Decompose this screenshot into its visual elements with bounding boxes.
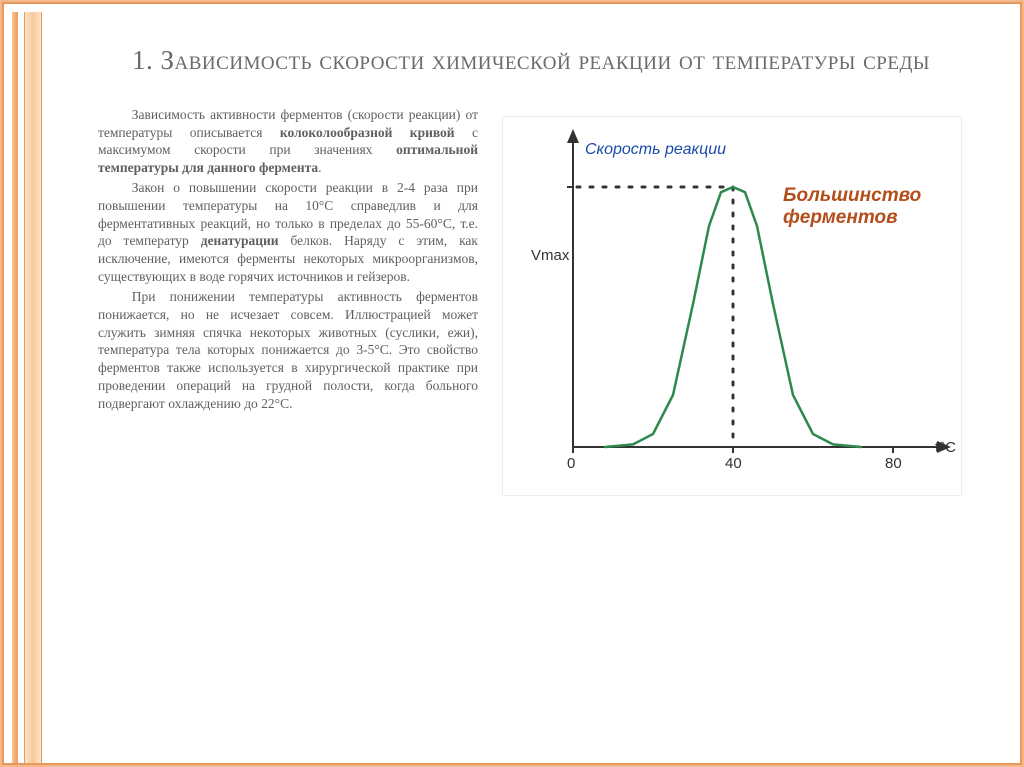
paragraph-3: При понижении температуры активность фер… [98, 288, 478, 413]
slide-body: 1. Зависимость скорости химической реакц… [50, 12, 1012, 755]
y-axis-label: Скорость реакции [585, 141, 726, 159]
paragraph-1: Зависимость активности ферментов (скорос… [98, 106, 478, 177]
paragraph-2: Закон о повышении скорости реакции в 2-4… [98, 179, 478, 286]
enzyme-chart: Скорость реакции Большинство ферментов V… [502, 116, 962, 496]
text-column: Зависимость активности ферментов (скорос… [98, 106, 478, 496]
y-axis-label-text: Скорость реакции [585, 141, 726, 158]
accent-bar-left-wide [24, 12, 42, 763]
x-tick-40: 40 [725, 455, 742, 472]
p2-bold-b: денатурации [201, 233, 279, 248]
chart-series-label-text: Большинство ферментов [783, 185, 921, 228]
x-tick-0: 0 [567, 455, 575, 472]
chart-column: Скорость реакции Большинство ферментов V… [502, 106, 980, 496]
content-row: Зависимость активности ферментов (скорос… [50, 106, 1012, 496]
x-axis-unit: t°C [935, 439, 956, 456]
x-tick-80: 80 [885, 455, 902, 472]
accent-bar-left-thin [12, 12, 18, 763]
chart-series-label: Большинство ферментов [783, 185, 961, 229]
slide-outer-frame: 1. Зависимость скорости химической реакц… [2, 2, 1022, 765]
chart-svg [503, 117, 963, 497]
vmax-label: Vmax [531, 247, 569, 264]
p1-bold-b: колоколообразной кривой [280, 125, 455, 140]
p1-text-e: . [318, 160, 321, 175]
slide-title: 1. Зависимость скорости химической реакц… [50, 12, 1012, 106]
